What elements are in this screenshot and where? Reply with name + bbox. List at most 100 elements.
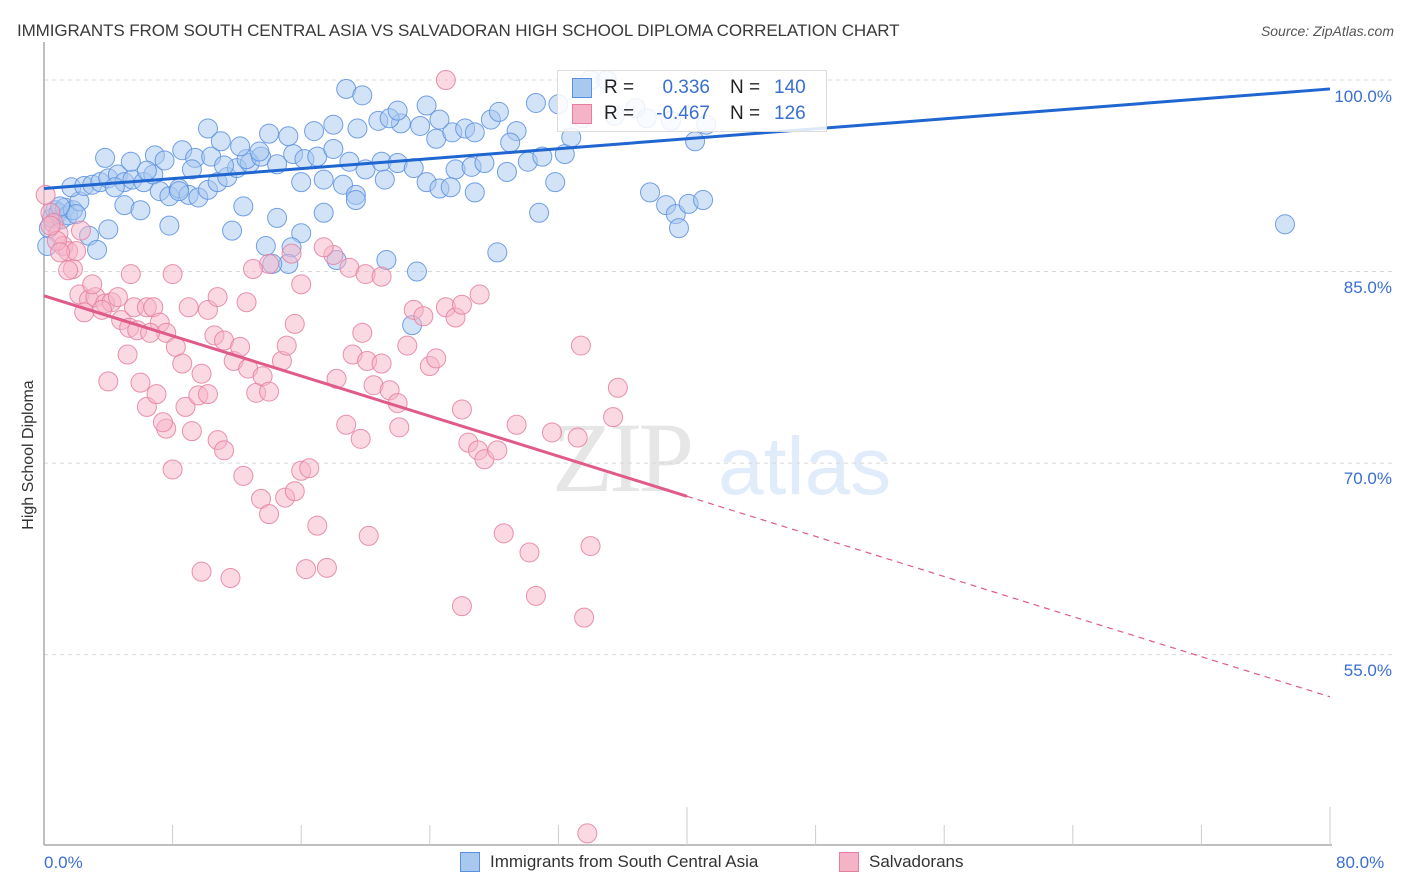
y-tick-label: 70.0%	[1343, 469, 1392, 488]
data-point	[181, 159, 202, 180]
series-salvadorans	[35, 70, 628, 844]
data-point	[345, 190, 366, 211]
data-point	[416, 95, 437, 116]
data-point	[304, 121, 325, 142]
data-point	[397, 335, 418, 356]
legend-item-salvadorans[interactable]: Salvadorans	[839, 852, 964, 872]
data-point	[169, 181, 190, 202]
data-point	[440, 177, 461, 198]
y-tick-label: 55.0%	[1343, 661, 1392, 680]
data-point	[464, 182, 485, 203]
data-point	[371, 353, 392, 374]
data-point	[291, 274, 312, 295]
data-point	[259, 381, 280, 402]
data-point	[159, 215, 180, 236]
correlation-legend: R = 0.336 N = 140 R = -0.467 N = 126	[557, 70, 827, 132]
data-point	[500, 132, 521, 153]
data-point	[519, 542, 540, 563]
data-point	[435, 70, 456, 90]
data-point	[95, 147, 116, 168]
data-point	[82, 274, 103, 295]
data-point	[162, 264, 183, 285]
data-point	[406, 261, 427, 282]
data-point	[284, 481, 305, 502]
series-legend: Immigrants from South Central Asia Salva…	[0, 852, 1406, 876]
data-point	[640, 182, 661, 203]
data-point	[693, 190, 714, 211]
trend-line-salvadorans-extrapolated	[686, 495, 1331, 698]
data-point	[220, 568, 241, 589]
data-point	[191, 363, 212, 384]
axes	[43, 42, 1332, 846]
data-point	[323, 138, 344, 159]
y-tick-label: 100.0%	[1334, 87, 1392, 106]
data-point	[130, 372, 151, 393]
data-point	[154, 150, 175, 171]
data-point	[249, 141, 270, 162]
data-point	[374, 169, 395, 190]
data-point	[350, 428, 371, 449]
data-point	[580, 536, 601, 557]
data-point	[259, 123, 280, 144]
data-point	[506, 414, 527, 435]
data-point	[603, 407, 624, 428]
data-point	[281, 243, 302, 264]
data-point	[191, 561, 212, 582]
data-point	[493, 523, 514, 544]
legend-row-south-central-asia: R = 0.336 N = 140	[572, 76, 806, 100]
trend-line-salvadorans	[43, 294, 688, 498]
trend-line-south-central-asia	[43, 87, 1331, 191]
n-value: 140	[774, 77, 806, 98]
data-point	[1274, 214, 1295, 235]
data-point	[255, 236, 276, 257]
data-point	[525, 585, 546, 606]
pink-swatch-icon	[572, 104, 592, 124]
data-point	[278, 126, 299, 147]
data-point	[181, 421, 202, 442]
y-axis-label: High School Diploma	[20, 380, 37, 530]
data-point	[685, 131, 706, 152]
r-label: R =	[604, 103, 635, 124]
watermark-atlas: atlas	[718, 421, 892, 512]
data-point	[230, 136, 251, 157]
data-point	[371, 266, 392, 287]
data-point	[469, 284, 490, 305]
n-label: N =	[730, 77, 761, 98]
data-point	[577, 823, 598, 844]
data-point	[207, 287, 228, 308]
data-point	[313, 169, 334, 190]
n-value: 126	[774, 103, 806, 124]
data-point	[376, 250, 397, 271]
y-tick-label: 85.0%	[1343, 278, 1392, 297]
data-point	[347, 118, 368, 139]
data-point	[541, 422, 562, 443]
data-point	[291, 172, 312, 193]
data-point	[197, 384, 218, 405]
blue-swatch-icon	[572, 78, 592, 98]
legend-item-south-central-asia[interactable]: Immigrants from South Central Asia	[460, 852, 758, 872]
data-point	[487, 440, 508, 461]
data-point	[117, 344, 138, 365]
legend-row-salvadorans: R = -0.467 N = 126	[572, 102, 806, 126]
data-point	[323, 114, 344, 135]
data-point	[70, 220, 91, 241]
data-point	[233, 196, 254, 217]
chart-title: IMMIGRANTS FROM SOUTH CENTRAL ASIA VS SA…	[17, 21, 900, 40]
data-point	[316, 557, 337, 578]
data-point	[214, 155, 235, 176]
data-point	[426, 348, 447, 369]
data-point	[496, 161, 517, 182]
data-point	[668, 218, 689, 239]
data-point	[413, 306, 434, 327]
data-point	[236, 292, 257, 313]
data-point	[259, 504, 280, 525]
data-point	[529, 202, 550, 223]
data-point	[242, 258, 263, 279]
data-point	[120, 151, 141, 172]
data-point	[570, 335, 591, 356]
data-point	[130, 200, 151, 221]
data-point	[222, 220, 243, 241]
data-point	[136, 160, 157, 181]
data-point	[545, 172, 566, 193]
